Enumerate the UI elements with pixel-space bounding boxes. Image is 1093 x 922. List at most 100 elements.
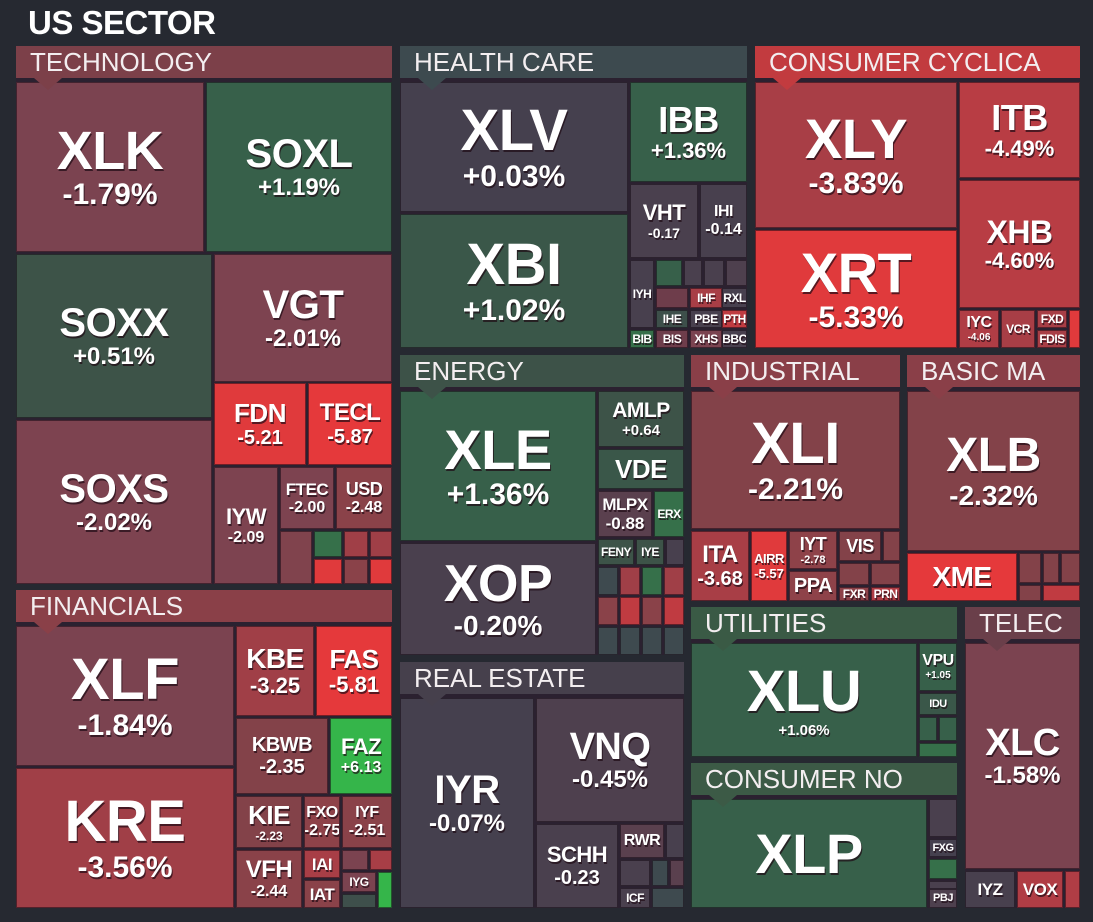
treemap-tile[interactable] (620, 567, 640, 595)
treemap-tile[interactable]: AIRR -5.57 (751, 531, 787, 601)
treemap-tile[interactable] (370, 559, 392, 584)
treemap-tile[interactable]: IYW -2.09 (214, 467, 278, 584)
treemap-tile[interactable]: VCR (1001, 310, 1035, 348)
treemap-tile[interactable]: VOX (1017, 871, 1063, 908)
treemap-tile[interactable]: FXG (929, 839, 957, 857)
treemap-tile[interactable] (620, 627, 640, 655)
treemap-tile[interactable] (670, 860, 684, 886)
treemap-tile[interactable] (726, 260, 747, 286)
treemap-tile[interactable]: SCHH -0.23 (536, 824, 618, 908)
treemap-tile[interactable]: XOP -0.20% (400, 543, 596, 655)
treemap-tile[interactable] (370, 531, 392, 557)
treemap-tile[interactable] (664, 627, 684, 655)
sector-header[interactable]: UTILITIES (691, 607, 957, 639)
treemap-tile[interactable]: VPU +1.05 (919, 643, 957, 691)
sector-header[interactable]: CONSUMER NO (691, 763, 957, 795)
treemap-tile[interactable] (370, 850, 392, 870)
treemap-tile[interactable]: XHB -4.60% (959, 180, 1080, 308)
treemap-tile[interactable]: ITA -3.68 (691, 531, 749, 601)
sector-header[interactable]: FINANCIALS (16, 590, 392, 622)
treemap-tile[interactable]: IYZ (965, 871, 1015, 908)
sector-header[interactable]: BASIC MA (907, 355, 1080, 387)
treemap-tile[interactable]: PBE (690, 310, 722, 328)
treemap-tile[interactable] (1061, 553, 1080, 583)
treemap-tile[interactable]: FENY (598, 539, 634, 565)
treemap-tile[interactable]: VGT -2.01% (214, 254, 392, 382)
treemap-tile[interactable]: IYE (636, 539, 664, 565)
treemap-tile[interactable] (642, 627, 662, 655)
treemap-tile[interactable]: MLPX -0.88 (598, 491, 652, 537)
treemap-tile[interactable]: KIE -2.23 (236, 796, 302, 848)
treemap-tile[interactable]: XLK -1.79% (16, 82, 204, 252)
treemap-tile[interactable]: FDN -5.21 (214, 383, 306, 465)
treemap-tile[interactable]: XLB -2.32% (907, 391, 1080, 551)
treemap-tile[interactable] (871, 563, 900, 585)
treemap-tile[interactable]: PRN (871, 587, 900, 601)
treemap-tile[interactable]: PTH (722, 310, 747, 328)
treemap-tile[interactable] (280, 531, 312, 584)
treemap-tile[interactable]: XLV +0.03% (400, 82, 628, 212)
treemap-tile[interactable] (344, 531, 368, 557)
treemap-tile[interactable]: KRE -3.56% (16, 768, 234, 908)
treemap-tile[interactable]: IAT (304, 880, 340, 908)
treemap-tile[interactable] (666, 824, 684, 858)
treemap-tile[interactable]: PPA (789, 571, 837, 601)
sector-header[interactable]: TECHNOLOGY (16, 46, 392, 78)
treemap-tile[interactable]: VFH -2.44 (236, 850, 302, 908)
treemap-tile[interactable]: IAI (304, 850, 340, 878)
treemap-tile[interactable]: KBE -3.25 (236, 626, 314, 716)
treemap-tile[interactable] (314, 531, 342, 557)
treemap-tile[interactable] (929, 881, 957, 889)
treemap-tile[interactable]: FTEC -2.00 (280, 467, 334, 529)
treemap-tile[interactable]: XLP (691, 799, 927, 908)
treemap-tile[interactable]: IBB +1.36% (630, 82, 747, 182)
treemap-tile[interactable]: IYH (630, 260, 654, 328)
treemap-tile[interactable]: IYF -2.51 (342, 796, 392, 848)
treemap-tile[interactable] (919, 743, 957, 757)
treemap-tile[interactable] (378, 872, 392, 908)
treemap-tile[interactable]: XLI -2.21% (691, 391, 900, 529)
treemap-tile[interactable]: IHF (690, 288, 722, 308)
treemap-tile[interactable] (704, 260, 724, 286)
treemap-tile[interactable] (598, 567, 618, 595)
treemap-tile[interactable]: IYR -0.07% (400, 698, 534, 908)
treemap-tile[interactable]: BBC (722, 330, 747, 348)
treemap-tile[interactable]: FXO -2.75 (304, 796, 340, 848)
treemap-tile[interactable] (684, 260, 702, 286)
treemap-tile[interactable]: XHS (690, 330, 722, 348)
treemap-tile[interactable]: XLY -3.83% (755, 82, 957, 228)
treemap-tile[interactable]: USD -2.48 (336, 467, 392, 529)
treemap-tile[interactable] (642, 567, 662, 595)
treemap-tile[interactable]: IHE (656, 310, 688, 328)
treemap-tile[interactable] (1019, 585, 1041, 601)
treemap-tile[interactable]: IDU (919, 693, 957, 715)
treemap-tile[interactable]: RXL (722, 288, 747, 308)
treemap-tile[interactable] (598, 597, 618, 625)
treemap-tile[interactable]: FXR (839, 587, 869, 601)
treemap-tile[interactable]: IYG (342, 872, 376, 892)
treemap-tile[interactable]: VDE (598, 449, 684, 489)
treemap-tile[interactable] (342, 850, 368, 870)
treemap-tile[interactable]: IYT -2.78 (789, 531, 837, 569)
treemap-tile[interactable]: SOXL +1.19% (206, 82, 392, 252)
sector-header[interactable]: TELEC (965, 607, 1080, 639)
treemap-tile[interactable]: VNQ -0.45% (536, 698, 684, 822)
treemap-tile[interactable]: AMLP +0.64 (598, 391, 684, 447)
treemap-tile[interactable] (1019, 553, 1041, 583)
sector-header[interactable]: CONSUMER CYCLICA (755, 46, 1080, 78)
treemap-tile[interactable] (929, 799, 957, 837)
treemap-tile[interactable] (620, 597, 640, 625)
treemap-tile[interactable] (919, 717, 937, 741)
sector-header[interactable]: HEALTH CARE (400, 46, 747, 78)
treemap-tile[interactable] (883, 531, 900, 561)
treemap-tile[interactable]: FDIS (1037, 330, 1067, 348)
treemap-tile[interactable]: BIB (630, 330, 654, 348)
treemap-tile[interactable] (656, 260, 682, 286)
treemap-tile[interactable] (620, 860, 650, 886)
treemap-tile[interactable]: ICF (620, 888, 650, 908)
treemap-tile[interactable] (664, 597, 684, 625)
treemap-tile[interactable] (342, 894, 376, 908)
sector-header[interactable]: REAL ESTATE (400, 662, 684, 694)
treemap-tile[interactable]: XME (907, 553, 1017, 601)
treemap-tile[interactable]: XLE +1.36% (400, 391, 596, 541)
